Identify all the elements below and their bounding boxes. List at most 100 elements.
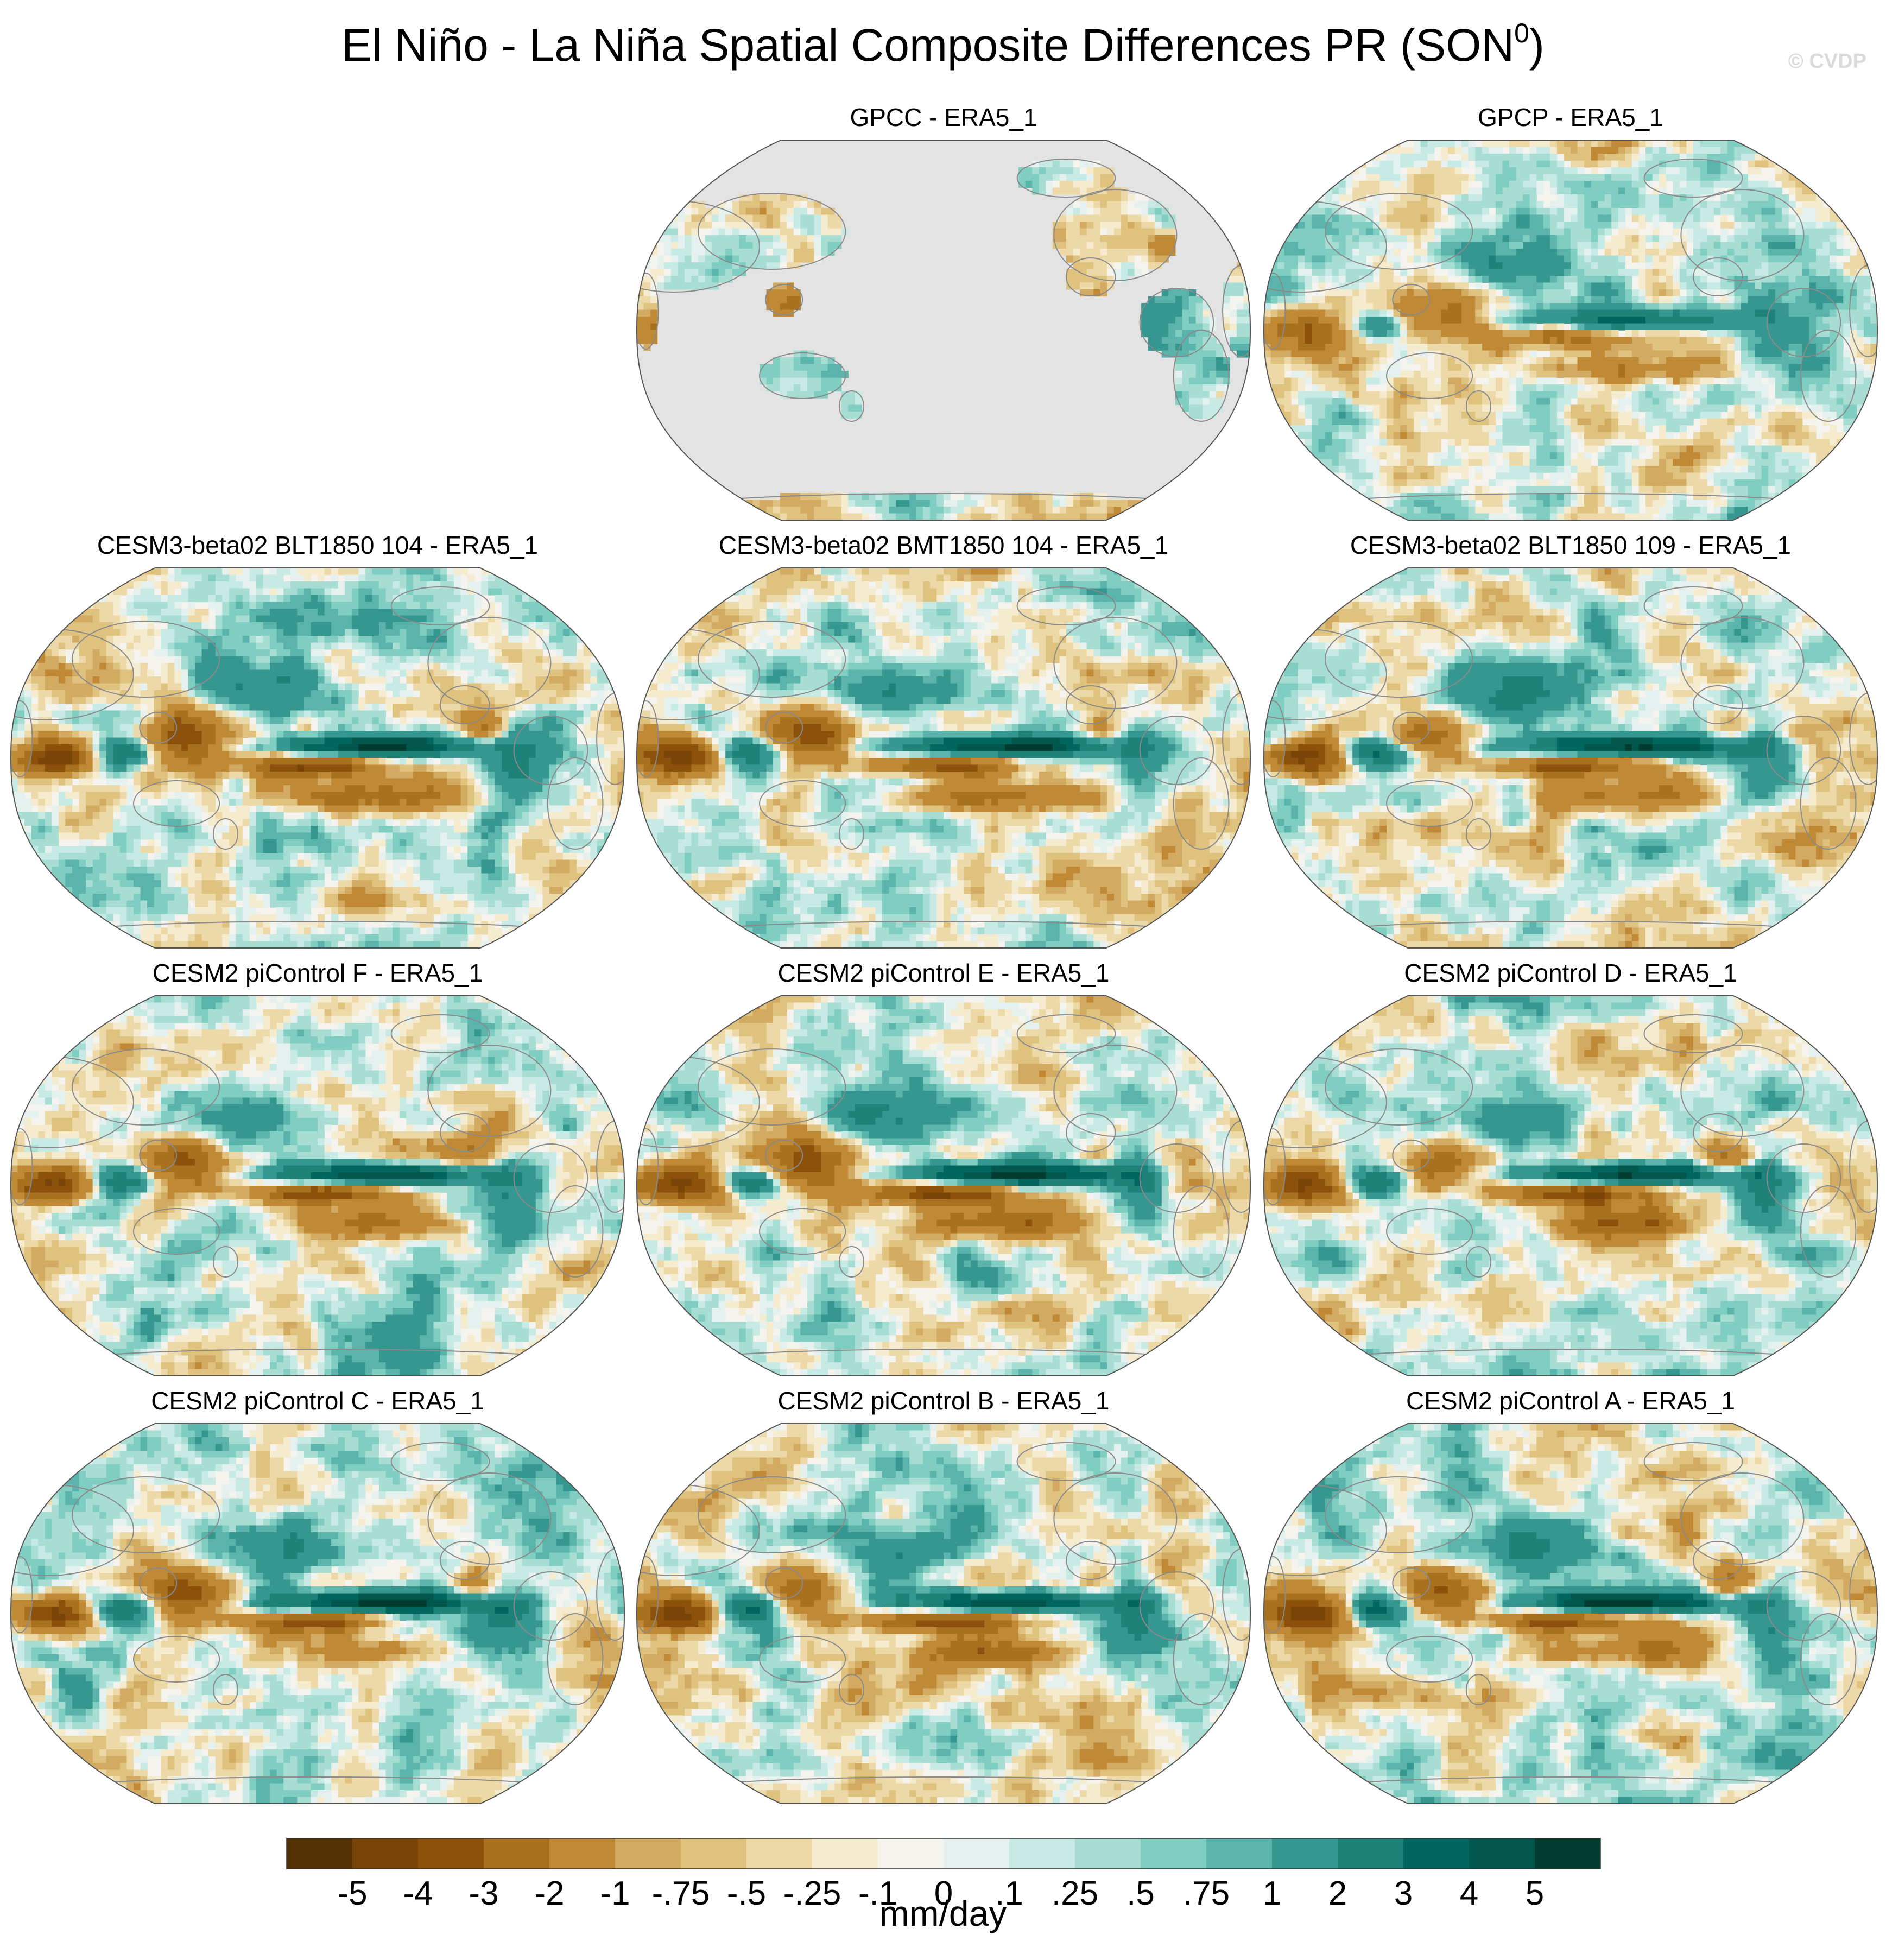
coastline bbox=[133, 1636, 220, 1683]
coastline bbox=[759, 1636, 846, 1683]
coastline bbox=[1643, 586, 1743, 625]
coastline bbox=[133, 780, 220, 827]
coastline bbox=[1643, 159, 1743, 198]
coastline bbox=[1016, 1014, 1116, 1053]
precip-field bbox=[11, 568, 624, 948]
coastline bbox=[513, 716, 588, 785]
coastline bbox=[1264, 1556, 1286, 1633]
coastline bbox=[1766, 1571, 1841, 1641]
coastline bbox=[1386, 352, 1473, 399]
coastline bbox=[1264, 700, 1286, 777]
map-panel bbox=[636, 140, 1251, 521]
map-outline bbox=[636, 995, 1251, 1376]
precip-field bbox=[11, 1424, 624, 1804]
coastline bbox=[11, 1128, 33, 1205]
colorbar-swatch bbox=[812, 1838, 878, 1869]
map-panel bbox=[636, 567, 1251, 949]
coastline bbox=[1766, 1143, 1841, 1213]
coastline bbox=[1465, 818, 1492, 850]
chart-title-superscript: 0 bbox=[1514, 18, 1529, 48]
coastline bbox=[440, 1113, 490, 1152]
coastline bbox=[72, 1476, 220, 1553]
coastline bbox=[1643, 1442, 1743, 1481]
coastline bbox=[440, 685, 490, 724]
precip-field bbox=[1264, 1424, 1877, 1804]
colorbar-swatch bbox=[287, 1838, 353, 1869]
coastline bbox=[1173, 757, 1230, 850]
coastline bbox=[1392, 1140, 1431, 1171]
coastline bbox=[838, 1674, 865, 1705]
coastline bbox=[1173, 1185, 1230, 1278]
panel-title: CESM2 piControl B - ERA5_1 bbox=[631, 1386, 1256, 1416]
coastline bbox=[212, 818, 239, 850]
coastline bbox=[765, 1567, 803, 1599]
coastline bbox=[212, 1246, 239, 1278]
colorbar-swatch bbox=[418, 1838, 484, 1869]
coastline bbox=[1465, 390, 1492, 422]
colorbar-border bbox=[286, 1838, 1601, 1869]
panel-title: GPCC - ERA5_1 bbox=[631, 102, 1256, 132]
colorbar-swatch bbox=[352, 1838, 419, 1869]
coastline bbox=[72, 1048, 220, 1126]
map-panel bbox=[1263, 1423, 1878, 1804]
colorbar-swatch bbox=[1535, 1838, 1601, 1869]
panel-title: CESM3-beta02 BMT1850 104 - ERA5_1 bbox=[631, 530, 1256, 560]
map-panel bbox=[1263, 567, 1878, 949]
panel-title: CESM2 piControl F - ERA5_1 bbox=[5, 958, 630, 988]
colorbar-swatch bbox=[681, 1838, 747, 1869]
map-outline bbox=[636, 140, 1251, 521]
panel-title: GPCP - ERA5_1 bbox=[1258, 102, 1883, 132]
coastline bbox=[1643, 1014, 1743, 1053]
coastline bbox=[547, 757, 604, 850]
map-outline bbox=[1263, 567, 1878, 949]
chart-title-text: El Niño - La Niña Spatial Composite Diff… bbox=[341, 20, 1514, 71]
coastline bbox=[1392, 712, 1431, 743]
precip-field bbox=[637, 568, 1250, 948]
panel-title: CESM3-beta02 BLT1850 109 - ERA5_1 bbox=[1258, 530, 1883, 560]
coastline bbox=[1016, 1442, 1116, 1481]
coastline bbox=[72, 621, 220, 698]
coastline bbox=[1066, 685, 1116, 724]
coastline bbox=[1800, 1185, 1857, 1278]
coastline bbox=[1693, 1541, 1743, 1580]
coastline bbox=[1139, 1571, 1214, 1641]
coastline bbox=[1693, 685, 1743, 724]
coastline bbox=[1066, 1541, 1116, 1580]
colorbar-swatch bbox=[1272, 1838, 1338, 1869]
map-outline bbox=[10, 995, 625, 1376]
panel-title: CESM3-beta02 BLT1850 104 - ERA5_1 bbox=[5, 530, 630, 560]
colorbar-swatch bbox=[1075, 1838, 1141, 1869]
coastline bbox=[1264, 1128, 1286, 1205]
coastline bbox=[547, 1613, 604, 1705]
coastline bbox=[838, 1246, 865, 1278]
coastline bbox=[1693, 257, 1743, 296]
coastline bbox=[1139, 288, 1214, 357]
coastline bbox=[1325, 1476, 1473, 1553]
coastline bbox=[637, 700, 659, 777]
coastline bbox=[765, 1140, 803, 1171]
colorbar-units-label: mm/day bbox=[0, 1892, 1886, 1935]
coastline bbox=[759, 1208, 846, 1255]
coastline bbox=[1386, 1208, 1473, 1255]
precip-field bbox=[637, 996, 1250, 1376]
coastline bbox=[698, 1476, 846, 1553]
coastline bbox=[1264, 273, 1286, 350]
coastline bbox=[11, 700, 33, 777]
coastline bbox=[1016, 586, 1116, 625]
coastline bbox=[513, 1571, 588, 1641]
coastline bbox=[513, 1143, 588, 1213]
coastline bbox=[1139, 1143, 1214, 1213]
coastline bbox=[1066, 257, 1116, 296]
coastline bbox=[1766, 288, 1841, 357]
precip-field bbox=[637, 140, 1250, 520]
chart-title-close: ) bbox=[1529, 20, 1545, 71]
coastline bbox=[133, 1208, 220, 1255]
coastline bbox=[547, 1185, 604, 1278]
coastline bbox=[1325, 621, 1473, 698]
precip-field bbox=[1264, 568, 1877, 948]
coastline bbox=[698, 1048, 846, 1126]
colorbar-swatch bbox=[1009, 1838, 1075, 1869]
coastline bbox=[390, 1014, 490, 1053]
coastline bbox=[440, 1541, 490, 1580]
coastline bbox=[1392, 284, 1431, 315]
